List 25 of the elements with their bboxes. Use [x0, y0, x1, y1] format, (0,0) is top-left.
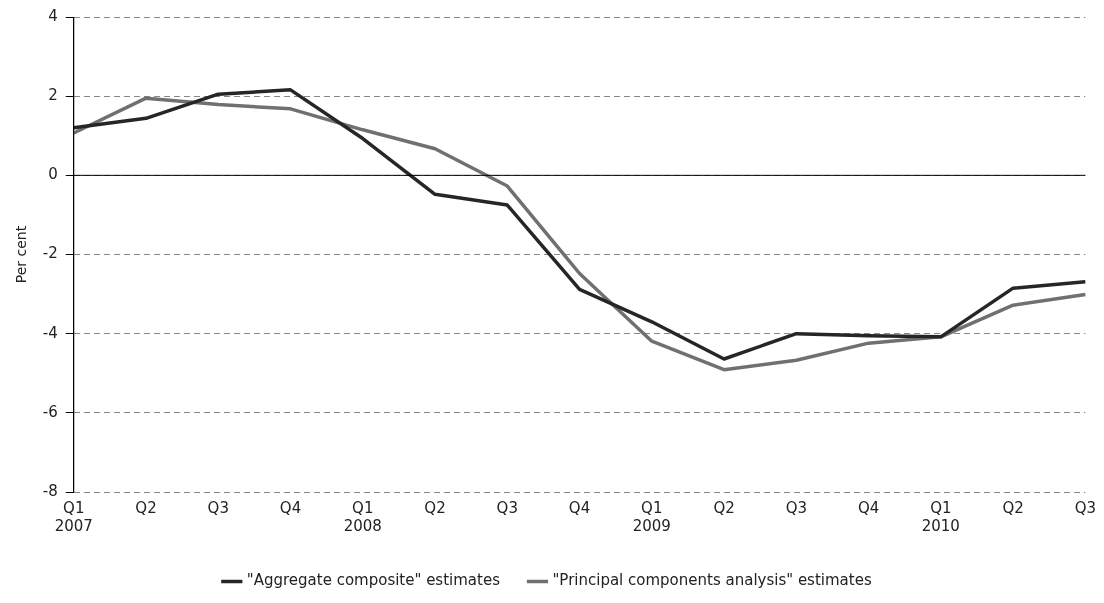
y-tick-label: -6	[42, 402, 58, 421]
x-tick-label: Q3	[1074, 498, 1096, 517]
x-tick-label: Q4	[279, 498, 302, 517]
y-axis-title: Per cent	[13, 225, 30, 284]
legend-label: "Principal components analysis" estimates	[552, 571, 872, 590]
legend-label: "Aggregate composite" estimates	[246, 571, 501, 590]
y-tick-label: 0	[48, 165, 58, 184]
y-tick-label: -4	[42, 323, 58, 342]
x-tick-label: Q2	[424, 498, 446, 517]
x-tick-label: Q1 2008	[343, 498, 382, 535]
x-tick-label: Q1 2010	[921, 498, 960, 535]
x-tick-label: Q4	[857, 498, 880, 517]
x-tick-label: Q4	[568, 498, 591, 517]
x-tick-label: Q1 2009	[632, 498, 671, 535]
y-tick-label: 4	[48, 6, 58, 25]
y-tick-label: 2	[48, 86, 58, 105]
x-tick-label: Q1 2007	[54, 498, 93, 535]
y-tick-label: -8	[42, 481, 58, 500]
x-tick-label: Q3	[207, 498, 229, 517]
x-tick-label: Q2	[713, 498, 735, 517]
x-tick-label: Q2	[135, 498, 157, 517]
y-tick-label: -2	[42, 244, 58, 263]
x-tick-label: Q3	[785, 498, 807, 517]
x-tick-label: Q2	[1002, 498, 1024, 517]
x-tick-label: Q3	[496, 498, 518, 517]
